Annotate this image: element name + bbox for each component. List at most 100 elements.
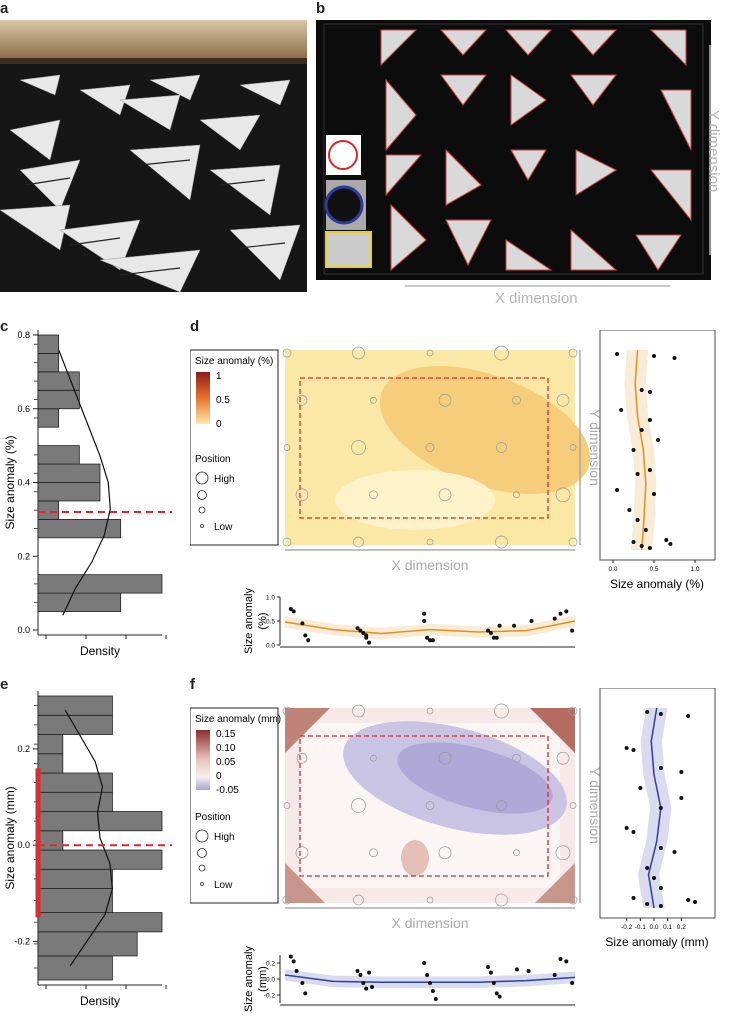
position-legend-marker-1 (197, 490, 207, 500)
position-marker-9 (556, 751, 570, 765)
position-marker-14 (569, 444, 577, 451)
panel-label-a: a (0, 0, 9, 17)
data-point-20 (645, 902, 650, 906)
heatmap-positive-spot (401, 840, 429, 876)
data-point-21 (515, 967, 519, 972)
histogram-bar-6 (37, 482, 101, 502)
legend-color-bar (196, 372, 210, 424)
data-point-14 (645, 866, 650, 870)
data-point-3 (624, 746, 629, 750)
histogram-bar-7 (37, 811, 163, 832)
position-marker-18 (513, 849, 520, 857)
position-legend-marker-3 (200, 524, 204, 528)
y-tick-label-2: 0.4 (17, 478, 30, 488)
data-point-6 (647, 418, 652, 422)
position-marker-11 (351, 440, 366, 455)
x-tick-label-1: -0.1 (635, 924, 647, 931)
position-marker-8 (512, 753, 521, 763)
data-point-21 (658, 904, 663, 908)
data-point-25 (564, 609, 569, 614)
data-point-23 (552, 973, 557, 977)
histogram-bar-10 (37, 389, 80, 410)
legend-title: Size anomaly (%) (195, 356, 273, 367)
data-point-11 (635, 472, 640, 476)
area-of-interest-box (299, 377, 549, 519)
position-marker-15 (295, 488, 309, 502)
position-marker-24 (568, 895, 578, 905)
heatmap-corner-bl (285, 863, 325, 903)
data-point-10 (647, 468, 652, 472)
data-point-8 (364, 986, 369, 991)
position-legend-high: High (214, 832, 235, 843)
position-marker-24 (568, 537, 578, 547)
position-legend-marker-1 (197, 848, 207, 858)
y-axis-title: Size anomaly (%) (3, 435, 17, 529)
chart-e-histogram: 0.2 0.0 -0.2 Size anomaly (mm) Density (3, 691, 172, 1008)
legend-title: Size anomaly (mm) (195, 714, 281, 725)
data-point-15 (430, 638, 435, 643)
data-point-16 (643, 528, 648, 532)
data-point-20 (497, 994, 502, 999)
data-point-9 (631, 448, 636, 452)
confidence-band (285, 615, 575, 640)
data-point-21 (512, 623, 517, 628)
position-marker-3 (494, 345, 509, 361)
panel-label-d: d (190, 318, 200, 335)
position-marker-10 (283, 802, 291, 809)
position-marker-19 (555, 845, 571, 861)
position-marker-7 (438, 393, 452, 407)
legend-tick-0: 0.15 (216, 729, 236, 740)
data-point-1 (291, 609, 296, 614)
position-marker-5 (296, 394, 308, 406)
data-point-5 (355, 626, 360, 631)
position-marker-12 (425, 443, 435, 452)
data-point-9 (367, 970, 372, 975)
histogram-bar-1 (37, 574, 163, 594)
data-point-2 (300, 621, 305, 626)
data-point-13 (425, 635, 430, 640)
position-marker-2 (426, 349, 434, 357)
data-point-10 (624, 826, 629, 830)
data-point-10 (370, 985, 374, 989)
x-axis-title: Density (80, 644, 120, 658)
data-point-10 (367, 640, 372, 645)
chart-d-right-scatter: 0.0 0.5 1.0 Size anomaly (%) (599, 330, 716, 591)
position-marker-7 (438, 751, 452, 765)
data-point-17 (664, 538, 669, 542)
chart-f-bottom-scatter: 0.2 0.0 -0.2 Size anomaly (mm) (243, 945, 576, 1012)
y-tick-label-0: 0.2 (266, 961, 275, 968)
y-tick-label-0: 0.0 (266, 643, 275, 650)
x-tick-label-1: 0.5 (649, 566, 658, 573)
data-point-9 (364, 635, 369, 640)
x-tick-label-2: 1.0 (690, 566, 699, 573)
data-point-0 (288, 607, 293, 611)
data-point-0 (288, 954, 293, 959)
data-point-19 (693, 900, 697, 904)
data-point-11 (422, 961, 427, 965)
data-point-20 (639, 544, 644, 548)
trend-line (634, 349, 647, 551)
y-tick-label-3: 0.6 (17, 404, 30, 414)
trend-line (284, 620, 576, 635)
panel-label-c: c (0, 318, 9, 335)
position-marker-14 (569, 802, 577, 809)
chart-f-right-scatter: -0.2 -0.1 0.0 0.1 0.2 Size anomaly (mm) (599, 688, 716, 949)
y-dimension-label: Y dimension (587, 767, 600, 844)
data-point-16 (658, 886, 663, 890)
position-marker-12 (425, 801, 435, 810)
heatmap-high-region (379, 366, 591, 494)
legend-tick-1: 0.10 (216, 743, 236, 754)
histogram-bar-4 (37, 518, 122, 539)
histogram-bar-11 (37, 734, 64, 755)
data-point-18 (686, 898, 691, 902)
heatmap-negative-core (397, 742, 553, 814)
data-point-0 (645, 710, 650, 714)
data-point-12 (615, 488, 620, 492)
histogram-bar-5 (37, 500, 60, 520)
position-marker-16 (369, 490, 378, 500)
data-point-4 (306, 638, 311, 643)
photo-target-array-topdown (316, 20, 711, 280)
data-point-4 (303, 991, 308, 996)
position-marker-3 (494, 703, 509, 719)
confidence-band (285, 969, 575, 988)
